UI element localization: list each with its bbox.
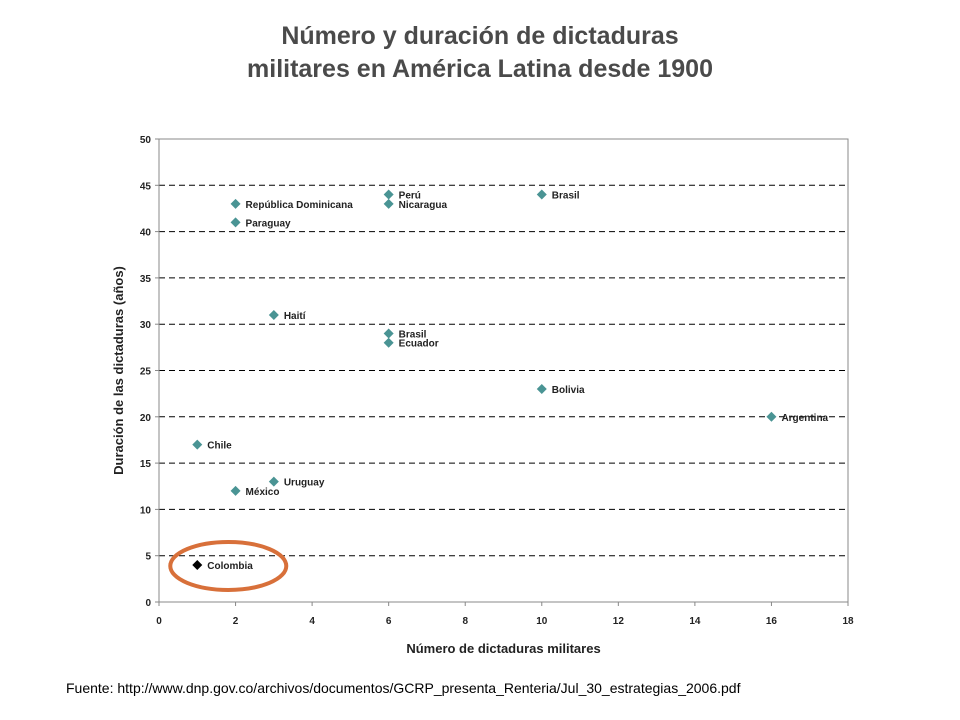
y-tick-label: 25: [140, 367, 152, 378]
data-point-marker: [383, 189, 394, 200]
x-tick-label: 6: [386, 616, 392, 627]
data-point-label: Argentina: [781, 413, 828, 424]
data-point-label: Paraguay: [246, 218, 291, 229]
y-tick-label: 30: [140, 320, 152, 331]
x-tick-label: 0: [156, 616, 162, 627]
y-tick-label: 0: [145, 598, 151, 609]
chart-title: Número y duración de dictaduras militare…: [0, 20, 960, 86]
x-tick-label: 12: [613, 616, 625, 627]
source-prefix: Fuente:: [66, 680, 114, 696]
grid-lines: [159, 184, 848, 557]
x-tick-label: 16: [766, 616, 778, 627]
data-point-marker: [268, 309, 279, 320]
data-point-label: Bolivia: [552, 385, 585, 396]
x-tick-label: 18: [842, 616, 854, 627]
data-point-label: Brasil: [552, 191, 580, 202]
y-tick-label: 15: [140, 459, 152, 470]
source-note: Fuente: http://www.dnp.gov.co/archivos/d…: [66, 680, 740, 696]
data-point-label: Nicaragua: [399, 200, 448, 211]
data-point-marker: [536, 384, 547, 395]
tick-labels: 0 5 10 15 20 25 30 35 40 45 50 0 2 4 6 8 10 12 14 16 18: [140, 135, 854, 627]
plot-frame: [158, 138, 849, 603]
y-tick-label: 40: [140, 228, 152, 239]
data-point-marker: [268, 476, 279, 487]
data-point-marker: [383, 328, 394, 339]
x-tick-label: 2: [233, 616, 239, 627]
chart-title-line-1: Número y duración de dictaduras: [281, 22, 679, 50]
x-tick-label: 4: [309, 616, 315, 627]
data-point-label: Perú: [399, 191, 421, 202]
axes: [155, 138, 849, 606]
y-tick-label: 20: [140, 413, 152, 424]
data-point-label: República Dominicana: [246, 200, 354, 211]
data-point-marker: [230, 217, 241, 228]
chart-title-line-2: militares en América Latina desde 1900: [247, 55, 713, 83]
data-point-label: México: [246, 487, 280, 498]
data-point-marker: [383, 198, 394, 209]
x-tick-label: 14: [689, 616, 701, 627]
data-point-marker: [192, 439, 203, 450]
data-point-marker: [230, 198, 241, 209]
y-tick-label: 5: [145, 552, 151, 563]
source-url[interactable]: http://www.dnp.gov.co/archivos/documento…: [117, 680, 741, 696]
data-point-marker: [383, 337, 394, 348]
data-point-marker: [766, 411, 777, 422]
data-point-label: Haití: [284, 311, 307, 322]
data-point-marker: [536, 189, 547, 200]
highlight-ring: [168, 539, 289, 592]
data-point-label: Colombia: [207, 561, 253, 572]
y-axis-label: Duración de las dictaduras (años): [111, 266, 126, 475]
y-tick-label: 10: [140, 505, 152, 516]
x-axis-label: Número de dictaduras militares: [406, 641, 600, 656]
data-point-marker: [230, 485, 241, 496]
y-tick-label: 50: [140, 135, 152, 146]
y-tick-label: 35: [140, 274, 152, 285]
data-point-marker: [192, 559, 203, 570]
x-tick-label: 10: [536, 616, 548, 627]
data-point-label: Chile: [207, 441, 232, 452]
data-point-label: Brasil: [399, 329, 427, 340]
data-points: República Dominicana Paraguay PerúNicaragu…: [168, 189, 829, 592]
y-tick-label: 45: [140, 181, 152, 192]
data-point-label: Uruguay: [284, 478, 325, 489]
data-point-label: Ecuador: [399, 339, 439, 350]
x-tick-label: 8: [462, 616, 468, 627]
